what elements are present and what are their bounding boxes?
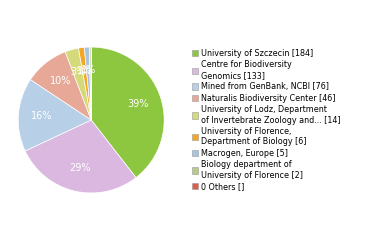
Text: 3%: 3% xyxy=(70,67,86,77)
Wedge shape xyxy=(65,48,91,120)
Text: 39%: 39% xyxy=(127,99,149,109)
Text: 1%: 1% xyxy=(77,66,92,76)
Wedge shape xyxy=(84,47,91,120)
Wedge shape xyxy=(18,80,91,151)
Text: 29%: 29% xyxy=(69,163,90,173)
Wedge shape xyxy=(30,52,91,120)
Text: 1%: 1% xyxy=(81,66,96,75)
Legend: University of Szczecin [184], Centre for Biodiversity
Genomics [133], Mined from: University of Szczecin [184], Centre for… xyxy=(192,49,341,191)
Wedge shape xyxy=(79,47,91,120)
Text: 10%: 10% xyxy=(49,76,71,86)
Wedge shape xyxy=(25,120,136,193)
Text: 16%: 16% xyxy=(31,111,52,121)
Wedge shape xyxy=(89,47,91,120)
Wedge shape xyxy=(91,47,164,178)
